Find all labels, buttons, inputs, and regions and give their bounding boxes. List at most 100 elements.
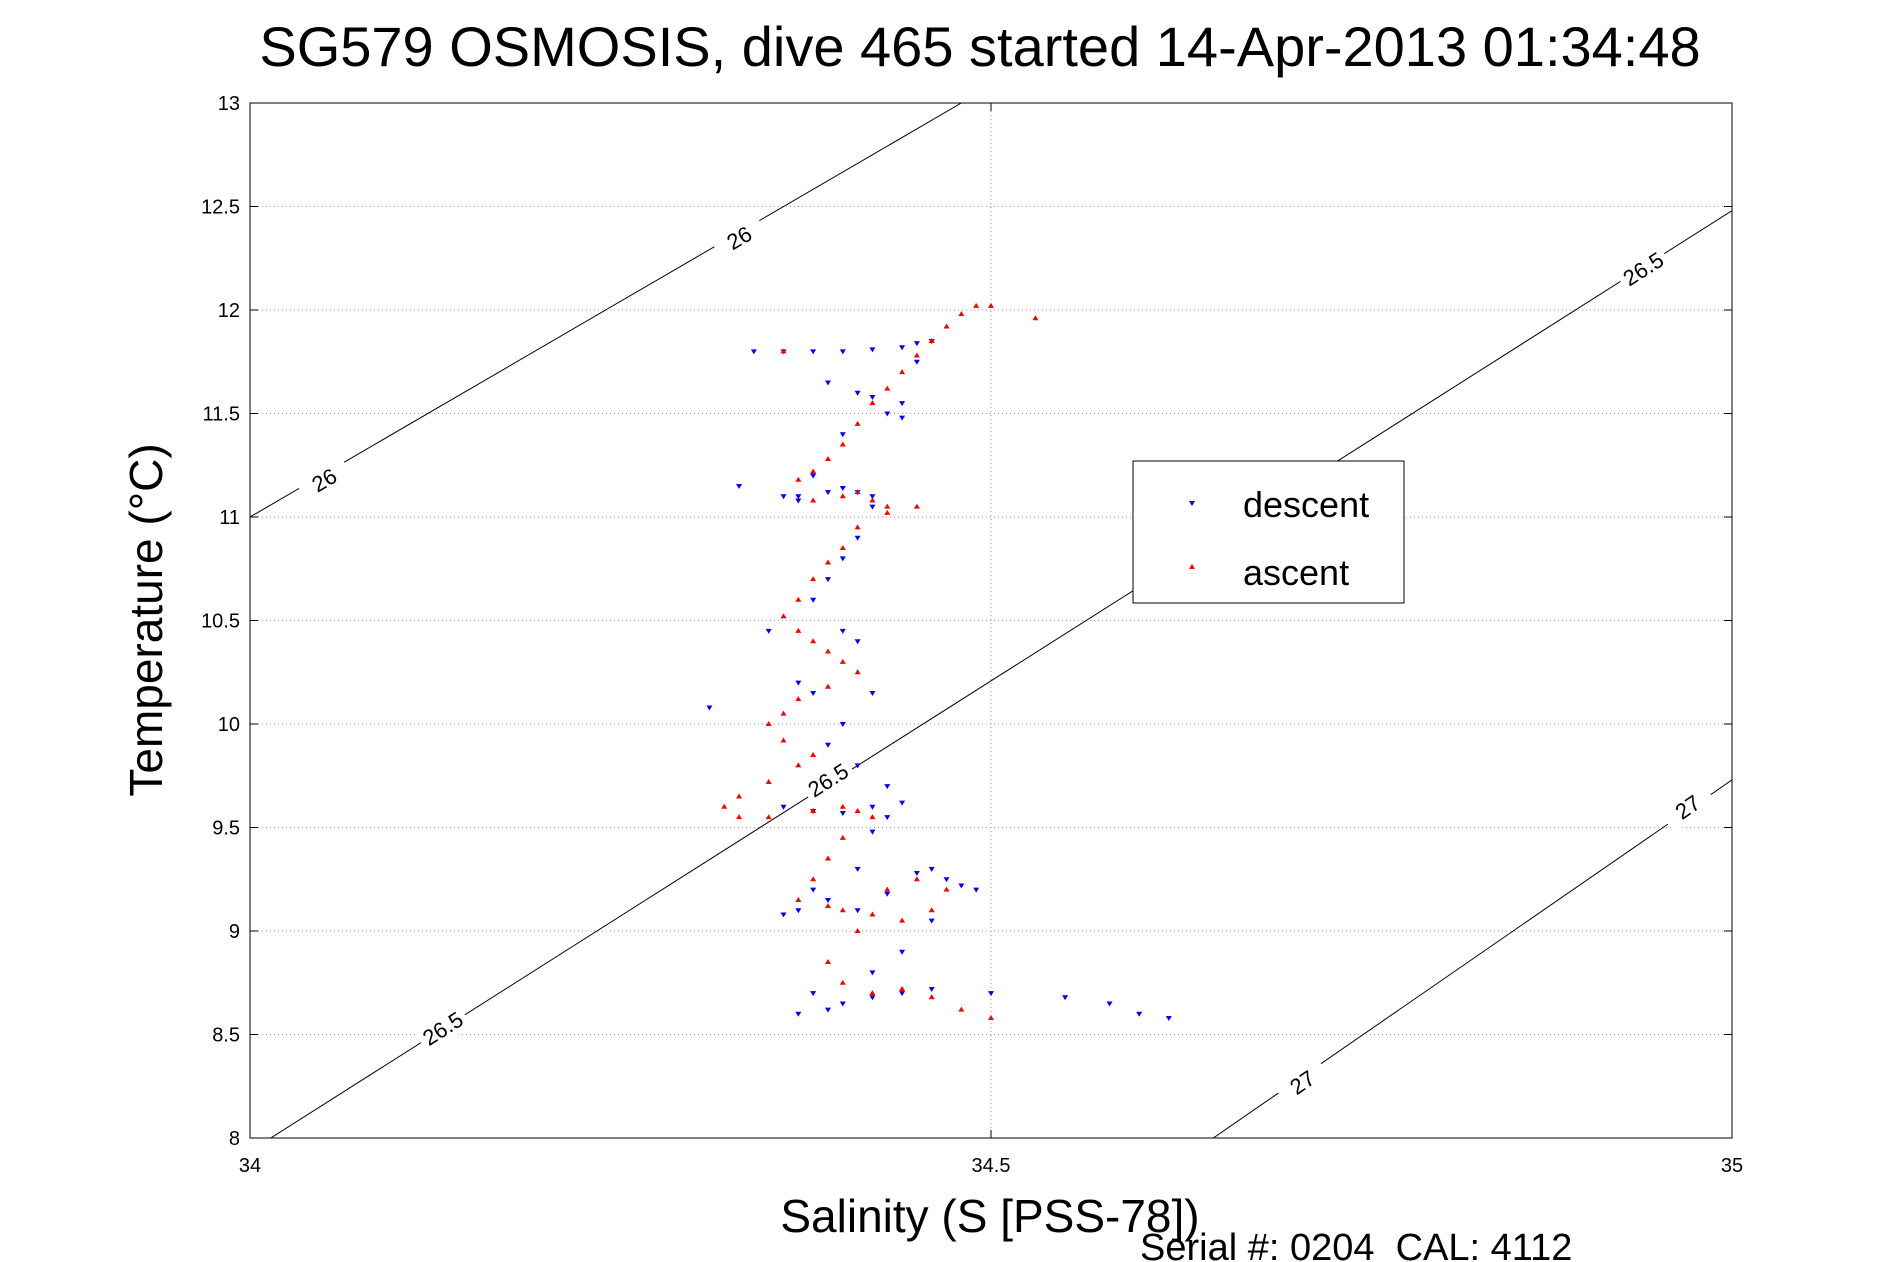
descent-point — [824, 577, 831, 583]
descent-point — [884, 891, 891, 897]
ascent-point — [928, 907, 935, 913]
density-contour-line — [270, 210, 1732, 1138]
ascent-point — [928, 994, 935, 1000]
descent-point — [780, 912, 787, 918]
descent-point — [869, 494, 876, 500]
descent-point — [839, 722, 846, 727]
y-tick-label: 12 — [218, 300, 240, 322]
descent-point — [899, 949, 906, 955]
ascent-point — [943, 323, 950, 329]
ascent-point — [824, 648, 831, 654]
contour-label-bg — [294, 454, 354, 505]
ascent-point — [913, 876, 920, 882]
ascent-point — [810, 876, 817, 882]
descent-point — [869, 690, 876, 696]
ascent-point — [1032, 315, 1039, 321]
descent-point — [795, 498, 802, 504]
ascent-point — [824, 903, 831, 909]
ascent-point — [839, 907, 846, 913]
descent-point — [928, 986, 935, 992]
ascent-point — [854, 420, 861, 426]
ascent-point — [839, 658, 846, 664]
descent-point — [958, 883, 965, 889]
descent-point — [839, 1001, 846, 1007]
descent-point — [869, 995, 876, 1001]
ascent-point — [824, 959, 831, 965]
ascent-point — [780, 613, 787, 619]
descent-point — [810, 597, 817, 603]
ascent-point — [824, 559, 831, 565]
ascent-point — [973, 302, 980, 308]
ascent-point — [736, 814, 743, 820]
ascent-point — [899, 369, 906, 375]
ascent-point — [854, 489, 861, 495]
descent-point — [810, 473, 817, 479]
contour-label-bg — [413, 1002, 473, 1055]
y-tick-label: 11.5 — [203, 404, 240, 426]
descent-point — [1106, 1001, 1113, 1007]
ascent-point — [839, 834, 846, 840]
y-tick-label: 10.5 — [201, 611, 240, 633]
ascent-point — [913, 352, 920, 358]
ascent-point — [839, 441, 846, 447]
descent-point — [765, 628, 772, 634]
descent-point — [810, 887, 817, 893]
y-tick-label: 8 — [229, 1128, 240, 1150]
descent-point — [869, 347, 876, 353]
x-axis-label: Salinity (S [PSS-78]) — [780, 1190, 1199, 1242]
ascent-point — [824, 456, 831, 462]
descent-point — [824, 897, 831, 903]
ascent-point — [765, 721, 772, 726]
descent-point — [943, 877, 950, 883]
contour-label-bg — [1658, 780, 1717, 834]
ascent-point — [810, 752, 817, 758]
descent-point — [884, 784, 891, 790]
data-series — [706, 302, 1172, 1021]
descent-point — [913, 341, 920, 347]
legend-descent-label: descent — [1243, 484, 1369, 525]
ascent-point — [795, 696, 802, 702]
ascent-point — [988, 1014, 994, 1020]
y-tick-label: 12.5 — [201, 197, 240, 219]
ascent-point — [869, 814, 876, 820]
descent-point — [706, 705, 713, 711]
ascent-point — [810, 468, 817, 474]
ascent-point — [958, 311, 965, 317]
descent-point — [839, 486, 846, 492]
descent-point — [869, 394, 876, 400]
ascent-point — [810, 807, 817, 813]
descent-point — [928, 866, 935, 872]
ascent-point — [928, 338, 935, 344]
ascent-point — [988, 302, 994, 308]
descent-point — [973, 887, 980, 893]
ascent-point — [839, 545, 846, 551]
ascent-point — [780, 348, 787, 354]
ascent-point — [913, 503, 920, 509]
descent-point — [795, 680, 802, 686]
descent-point — [1062, 995, 1069, 1001]
descent-point — [869, 970, 876, 976]
descent-point — [795, 908, 802, 914]
ascent-point — [899, 985, 906, 991]
y-tick-label: 13 — [218, 93, 240, 115]
legend-descent-marker — [1189, 501, 1195, 506]
descent-point — [854, 763, 861, 769]
ascent-point — [854, 928, 861, 933]
x-tick-label: 34 — [239, 1155, 261, 1177]
ascent-point — [884, 503, 891, 509]
descent-point — [913, 871, 920, 877]
ascent-point — [884, 886, 891, 892]
ascent-point — [869, 911, 876, 917]
grid-lines — [250, 103, 1732, 1138]
descent-point — [810, 349, 817, 355]
descent-point — [839, 556, 846, 562]
descent-point — [869, 829, 876, 835]
descent-point — [899, 800, 906, 806]
descent-point — [824, 380, 831, 386]
descent-point — [839, 628, 846, 634]
ascent-point — [899, 917, 906, 923]
descent-point — [839, 811, 846, 817]
density-contour-line — [250, 103, 962, 518]
legend-ascent-marker — [1189, 564, 1195, 569]
descent-point — [824, 1007, 831, 1013]
